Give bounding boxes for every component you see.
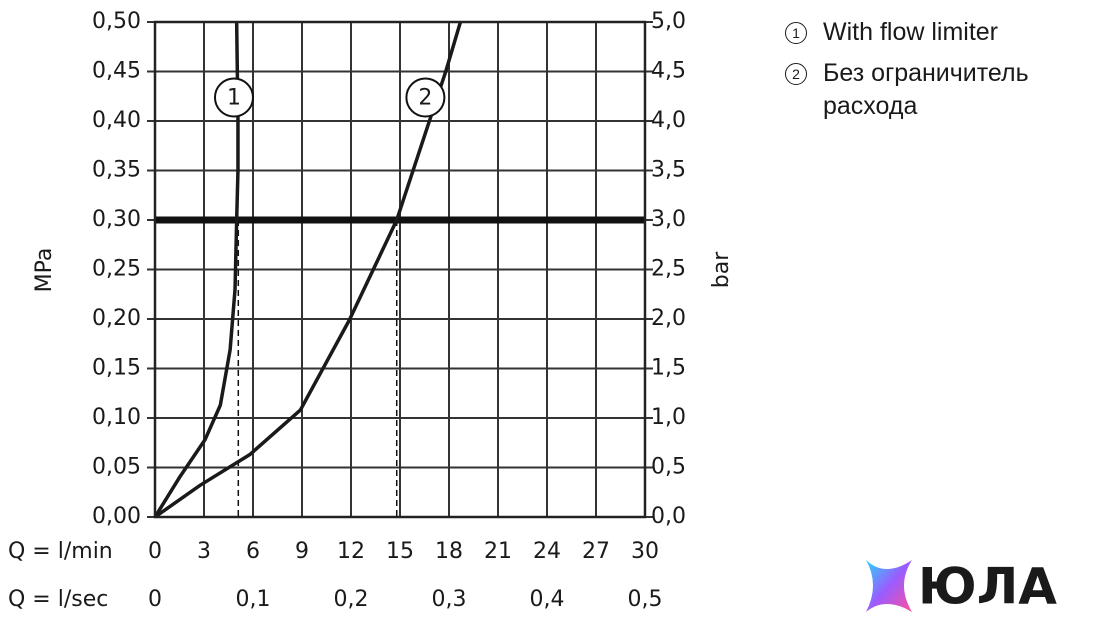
legend: 1 With flow limiter 2 Без ограничитель расх…	[785, 16, 1098, 131]
x-tick-label: 24	[533, 539, 561, 564]
curve-label: 1	[227, 86, 241, 111]
curve-label: 2	[418, 86, 432, 111]
y-tick-label: 0,45	[92, 59, 141, 84]
x-tick-label: 15	[386, 539, 414, 564]
y2-tick-label: 2,0	[651, 306, 686, 331]
x-tick-label: 3	[197, 539, 211, 564]
legend-item: 2 Без ограничитель расхода	[785, 57, 1098, 123]
x2-tick-label: 0,5	[628, 587, 663, 612]
legend-symbol: 2	[785, 63, 807, 85]
y2-tick-label: 0,0	[651, 504, 686, 529]
y2-tick-label: 4,5	[651, 59, 686, 84]
watermark: ЮЛА	[918, 558, 1057, 616]
logo-icon	[866, 560, 912, 612]
y-tick-label: 0,30	[92, 207, 141, 232]
plot-frame	[153, 20, 647, 519]
legend-text: Без ограничитель расхода	[823, 59, 1029, 120]
y2-tick-label: 1,0	[651, 405, 686, 430]
curve-label-circle	[405, 77, 446, 118]
legend-item: 1 With flow limiter	[785, 16, 1098, 49]
x-axis-label: Q = l/min	[8, 539, 113, 564]
legend-text: With flow limiter	[823, 18, 999, 46]
x2-axis-label: Q = l/sec	[8, 587, 108, 612]
x-tick-label: 12	[337, 539, 365, 564]
y-tick-label: 0,10	[92, 405, 141, 430]
y-tick-label: 0,50	[92, 9, 141, 34]
x-tick-label: 30	[631, 539, 659, 564]
y-tick-label: 0,35	[92, 158, 141, 183]
y2-tick-label: 4,0	[651, 108, 686, 133]
x2-tick-label: 0,3	[432, 587, 467, 612]
curve	[153, 21, 240, 518]
y-axis-label: MPa	[32, 248, 57, 293]
y2-tick-label: 3,0	[651, 207, 686, 232]
y2-axis-label: bar	[709, 251, 734, 288]
y-tick-label: 0,15	[92, 356, 141, 381]
y-tick-label: 0,00	[92, 504, 141, 529]
legend-symbol: 1	[785, 22, 807, 44]
x-tick-label: 18	[435, 539, 463, 564]
x2-tick-label: 0,1	[236, 587, 271, 612]
x2-tick-label: 0,4	[530, 587, 565, 612]
x2-tick-label: 0	[148, 587, 162, 612]
y-tick-label: 0,20	[92, 306, 141, 331]
y2-tick-label: 5,0	[651, 9, 686, 34]
x-tick-label: 21	[484, 539, 512, 564]
x-tick-label: 6	[246, 539, 260, 564]
x-tick-label: 0	[148, 539, 162, 564]
y-tick-label: 0,40	[92, 108, 141, 133]
y2-tick-label: 3,5	[651, 158, 686, 183]
y2-tick-label: 1,5	[651, 356, 686, 381]
x2-tick-label: 0,2	[334, 587, 369, 612]
y-tick-label: 0,25	[92, 257, 141, 282]
y-tick-label: 0,05	[92, 455, 141, 480]
curve-label-circle	[213, 77, 254, 118]
x-tick-label: 27	[582, 539, 610, 564]
x-tick-label: 9	[295, 539, 309, 564]
y2-tick-label: 0,5	[651, 455, 686, 480]
y2-tick-label: 2,5	[651, 257, 686, 282]
